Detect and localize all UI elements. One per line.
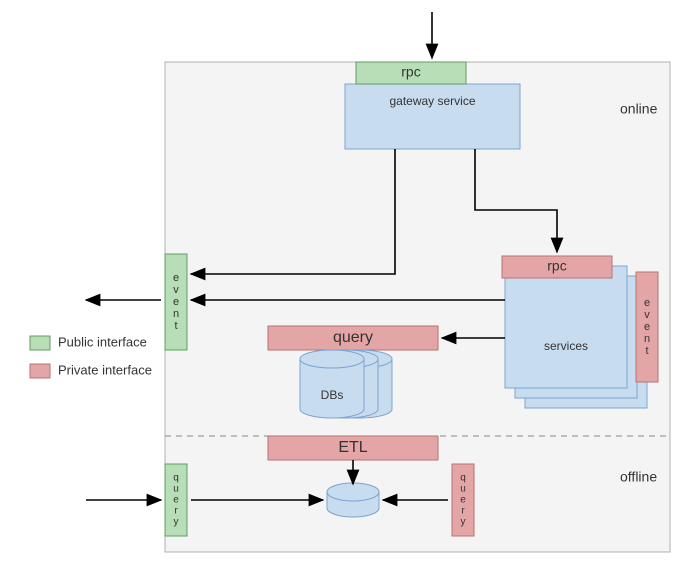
svg-text:e: e — [173, 272, 179, 284]
svg-text:q: q — [173, 473, 179, 484]
svg-text:e: e — [644, 297, 650, 309]
svg-text:y: y — [461, 517, 466, 528]
svg-text:t: t — [174, 320, 177, 332]
rpc-public-label: rpc — [401, 64, 420, 80]
gateway-service-label: gateway service — [389, 94, 475, 108]
legend-public-label: Public interface — [58, 334, 147, 349]
db-cylinder — [300, 350, 364, 418]
rpc-private-label: rpc — [547, 258, 566, 274]
svg-text:n: n — [173, 308, 179, 320]
architecture-diagram: online offline gateway service rpc services r… — [0, 0, 696, 574]
svg-text:y: y — [174, 517, 179, 528]
services-label: services — [544, 339, 588, 353]
query-private-label: query — [333, 329, 373, 346]
svg-text:v: v — [173, 284, 179, 296]
svg-text:v: v — [644, 309, 650, 321]
svg-text:e: e — [173, 296, 179, 308]
legend-private-label: Private interface — [58, 362, 152, 377]
svg-text:u: u — [460, 484, 466, 495]
offline-label: offline — [620, 469, 657, 485]
services-stack-box — [505, 266, 627, 388]
etl-label: ETL — [338, 439, 367, 456]
svg-text:n: n — [644, 333, 650, 345]
svg-text:t: t — [645, 345, 648, 357]
svg-text:e: e — [173, 495, 179, 506]
legend-public-swatch — [30, 336, 50, 350]
svg-text:e: e — [644, 321, 650, 333]
legend-private-swatch — [30, 364, 50, 378]
online-label: online — [620, 101, 658, 117]
svg-text:q: q — [460, 473, 466, 484]
svg-text:u: u — [173, 484, 179, 495]
svg-text:e: e — [460, 495, 466, 506]
dbs-label: DBs — [321, 388, 344, 402]
offline-db-cylinder — [327, 483, 379, 517]
